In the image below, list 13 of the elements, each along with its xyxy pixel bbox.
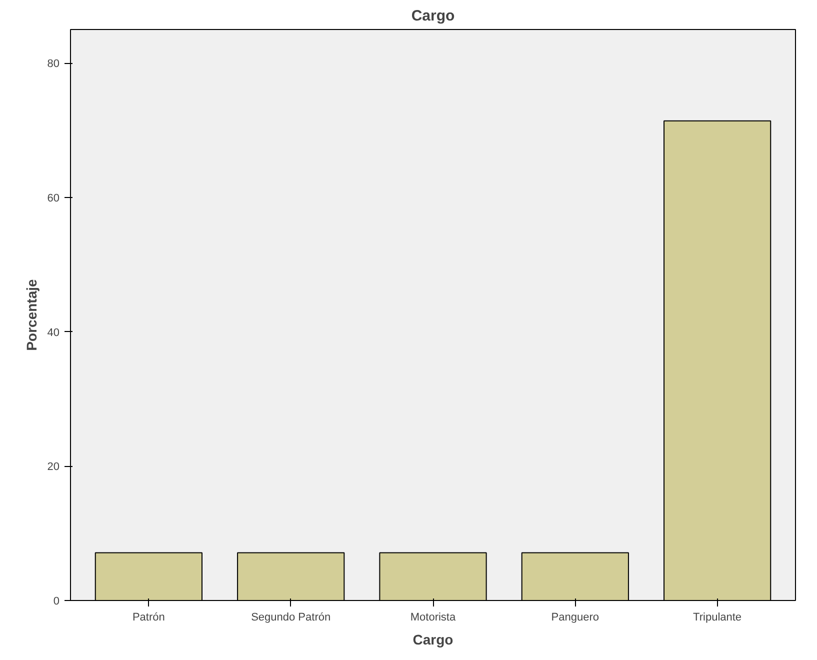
x-tick-label: Motorista	[410, 612, 456, 624]
x-axis-title: Cargo	[412, 632, 454, 648]
x-tick-label: Panguero	[551, 612, 600, 624]
y-tick-label: 20	[47, 461, 60, 474]
y-tick-label: 60	[47, 192, 60, 204]
y-tick-label: 80	[47, 58, 60, 70]
x-tick-label: Tripulante	[693, 612, 742, 624]
x-tick-label: Segundo Patrón	[251, 612, 331, 624]
y-axis-title: Porcentaje	[23, 278, 40, 351]
y-tick-label: 40	[47, 326, 60, 339]
chart-title: Cargo	[411, 8, 455, 24]
x-tick-label: Patrón	[132, 612, 165, 624]
y-tick-label: 0	[53, 596, 60, 608]
